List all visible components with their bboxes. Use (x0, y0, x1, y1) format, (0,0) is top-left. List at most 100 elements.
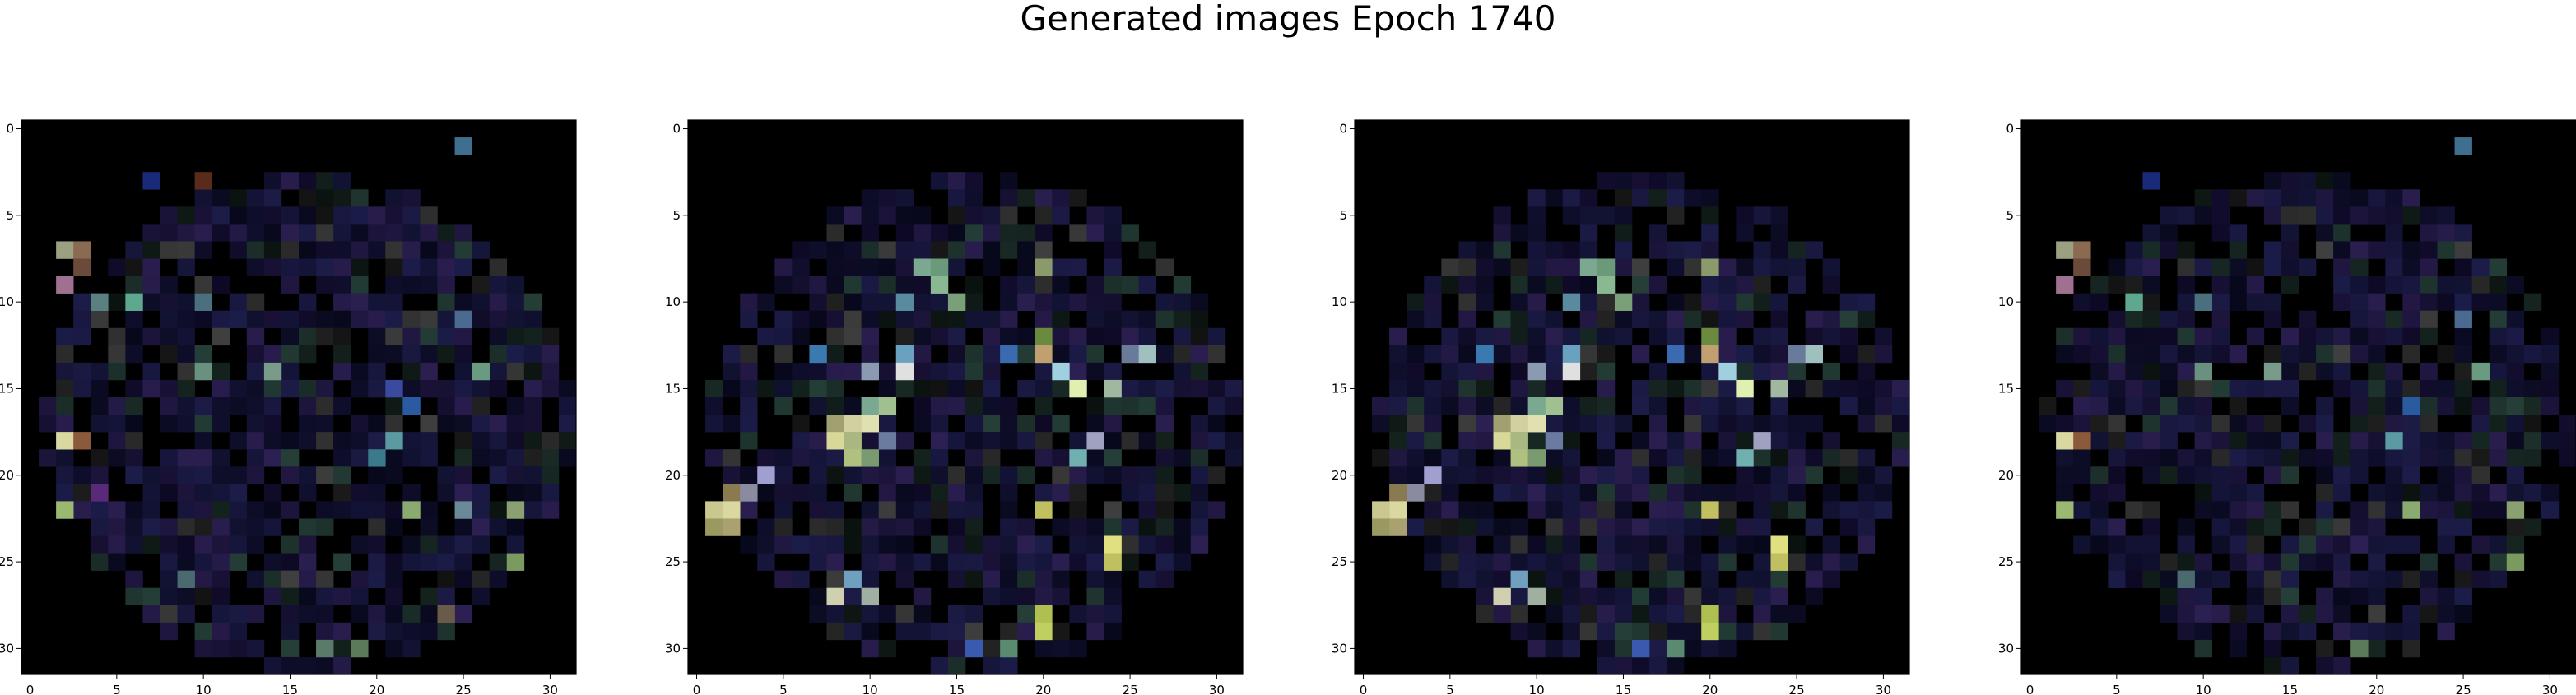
pixel (281, 379, 300, 398)
pixel (1086, 553, 1104, 571)
pixel (489, 345, 508, 364)
pixel (983, 449, 1001, 467)
pixel (757, 553, 775, 571)
pixel (861, 276, 879, 294)
pixel (983, 258, 1001, 276)
pixel (1597, 293, 1616, 311)
pixel (1493, 605, 1511, 623)
pixel (2056, 415, 2074, 433)
pixel (861, 466, 879, 484)
pixel (91, 293, 109, 311)
pixel (523, 449, 542, 467)
pixel (1407, 484, 1425, 502)
pixel (1562, 605, 1581, 623)
pixel (705, 415, 723, 433)
pixel (947, 432, 966, 450)
pixel (177, 518, 195, 536)
pixel (757, 518, 775, 536)
pixel (1579, 570, 1598, 588)
pixel (212, 449, 230, 467)
pixel (177, 605, 195, 623)
pixel (1476, 258, 1494, 276)
pixel (472, 587, 490, 606)
pixel (930, 397, 949, 415)
pixel (705, 379, 723, 398)
pixel (2402, 501, 2420, 519)
pixel (1173, 553, 1192, 571)
pixel (1632, 656, 1650, 675)
pixel (229, 189, 248, 207)
pixel (1441, 379, 1459, 398)
pixel (705, 397, 723, 415)
pixel (826, 224, 844, 242)
pixel (1839, 379, 1858, 398)
pixel (2489, 535, 2508, 554)
pixel (1121, 379, 1139, 398)
pixel (263, 587, 282, 606)
pixel (108, 345, 126, 364)
pixel (1545, 484, 1564, 502)
pixel (913, 293, 932, 311)
pixel (385, 276, 403, 294)
pixel (1527, 258, 1546, 276)
pixel (1718, 553, 1737, 571)
pixel (1458, 362, 1476, 381)
pixel (1086, 276, 1104, 294)
pixel (316, 466, 334, 484)
pixel (1207, 501, 1226, 519)
pixel (2471, 501, 2490, 519)
pixel (895, 345, 914, 364)
pixel (1225, 432, 1244, 450)
pixel (229, 310, 248, 329)
pixel (878, 466, 897, 484)
pixel (1104, 518, 1122, 536)
pixel (125, 432, 143, 450)
pixel (1667, 587, 1685, 606)
pixel (930, 276, 949, 294)
pixel (1562, 432, 1581, 450)
pixel (826, 327, 844, 346)
pixel (2160, 553, 2178, 571)
pixel (299, 656, 317, 675)
pixel (947, 605, 966, 623)
pixel (281, 432, 300, 450)
pixel (2177, 605, 2195, 623)
pixel (2281, 622, 2299, 641)
pixel (1510, 276, 1528, 294)
pixel (1649, 310, 1667, 329)
pixel (368, 466, 386, 484)
pixel (125, 327, 143, 346)
pixel (2506, 379, 2525, 398)
pixel (246, 397, 265, 415)
pixel (472, 293, 490, 311)
pixel (1562, 397, 1581, 415)
pixel (1476, 379, 1494, 398)
pixel (2142, 432, 2160, 450)
pixel (1035, 535, 1053, 554)
pixel (983, 415, 1001, 433)
pixel (1614, 639, 1633, 658)
pixel (1510, 310, 1528, 329)
pixel (160, 449, 178, 467)
pixel (1822, 327, 1841, 346)
pixel (1805, 518, 1823, 536)
pixel (774, 258, 793, 276)
pixel (2471, 276, 2490, 294)
pixel (523, 466, 542, 484)
pixel (2350, 466, 2369, 484)
pixel (757, 379, 775, 398)
pixel (1458, 466, 1476, 484)
pixel (774, 535, 793, 554)
pixel (368, 241, 386, 259)
pixel (2142, 362, 2160, 381)
pixel (1441, 535, 1459, 554)
pixel (402, 345, 421, 364)
pixel (2437, 379, 2455, 398)
pixel (2454, 501, 2472, 519)
pixel (506, 484, 525, 502)
pixel (2489, 484, 2508, 502)
pixel (1493, 466, 1511, 484)
pixel (1104, 241, 1122, 259)
pixel (2333, 293, 2351, 311)
pixel (281, 501, 300, 519)
